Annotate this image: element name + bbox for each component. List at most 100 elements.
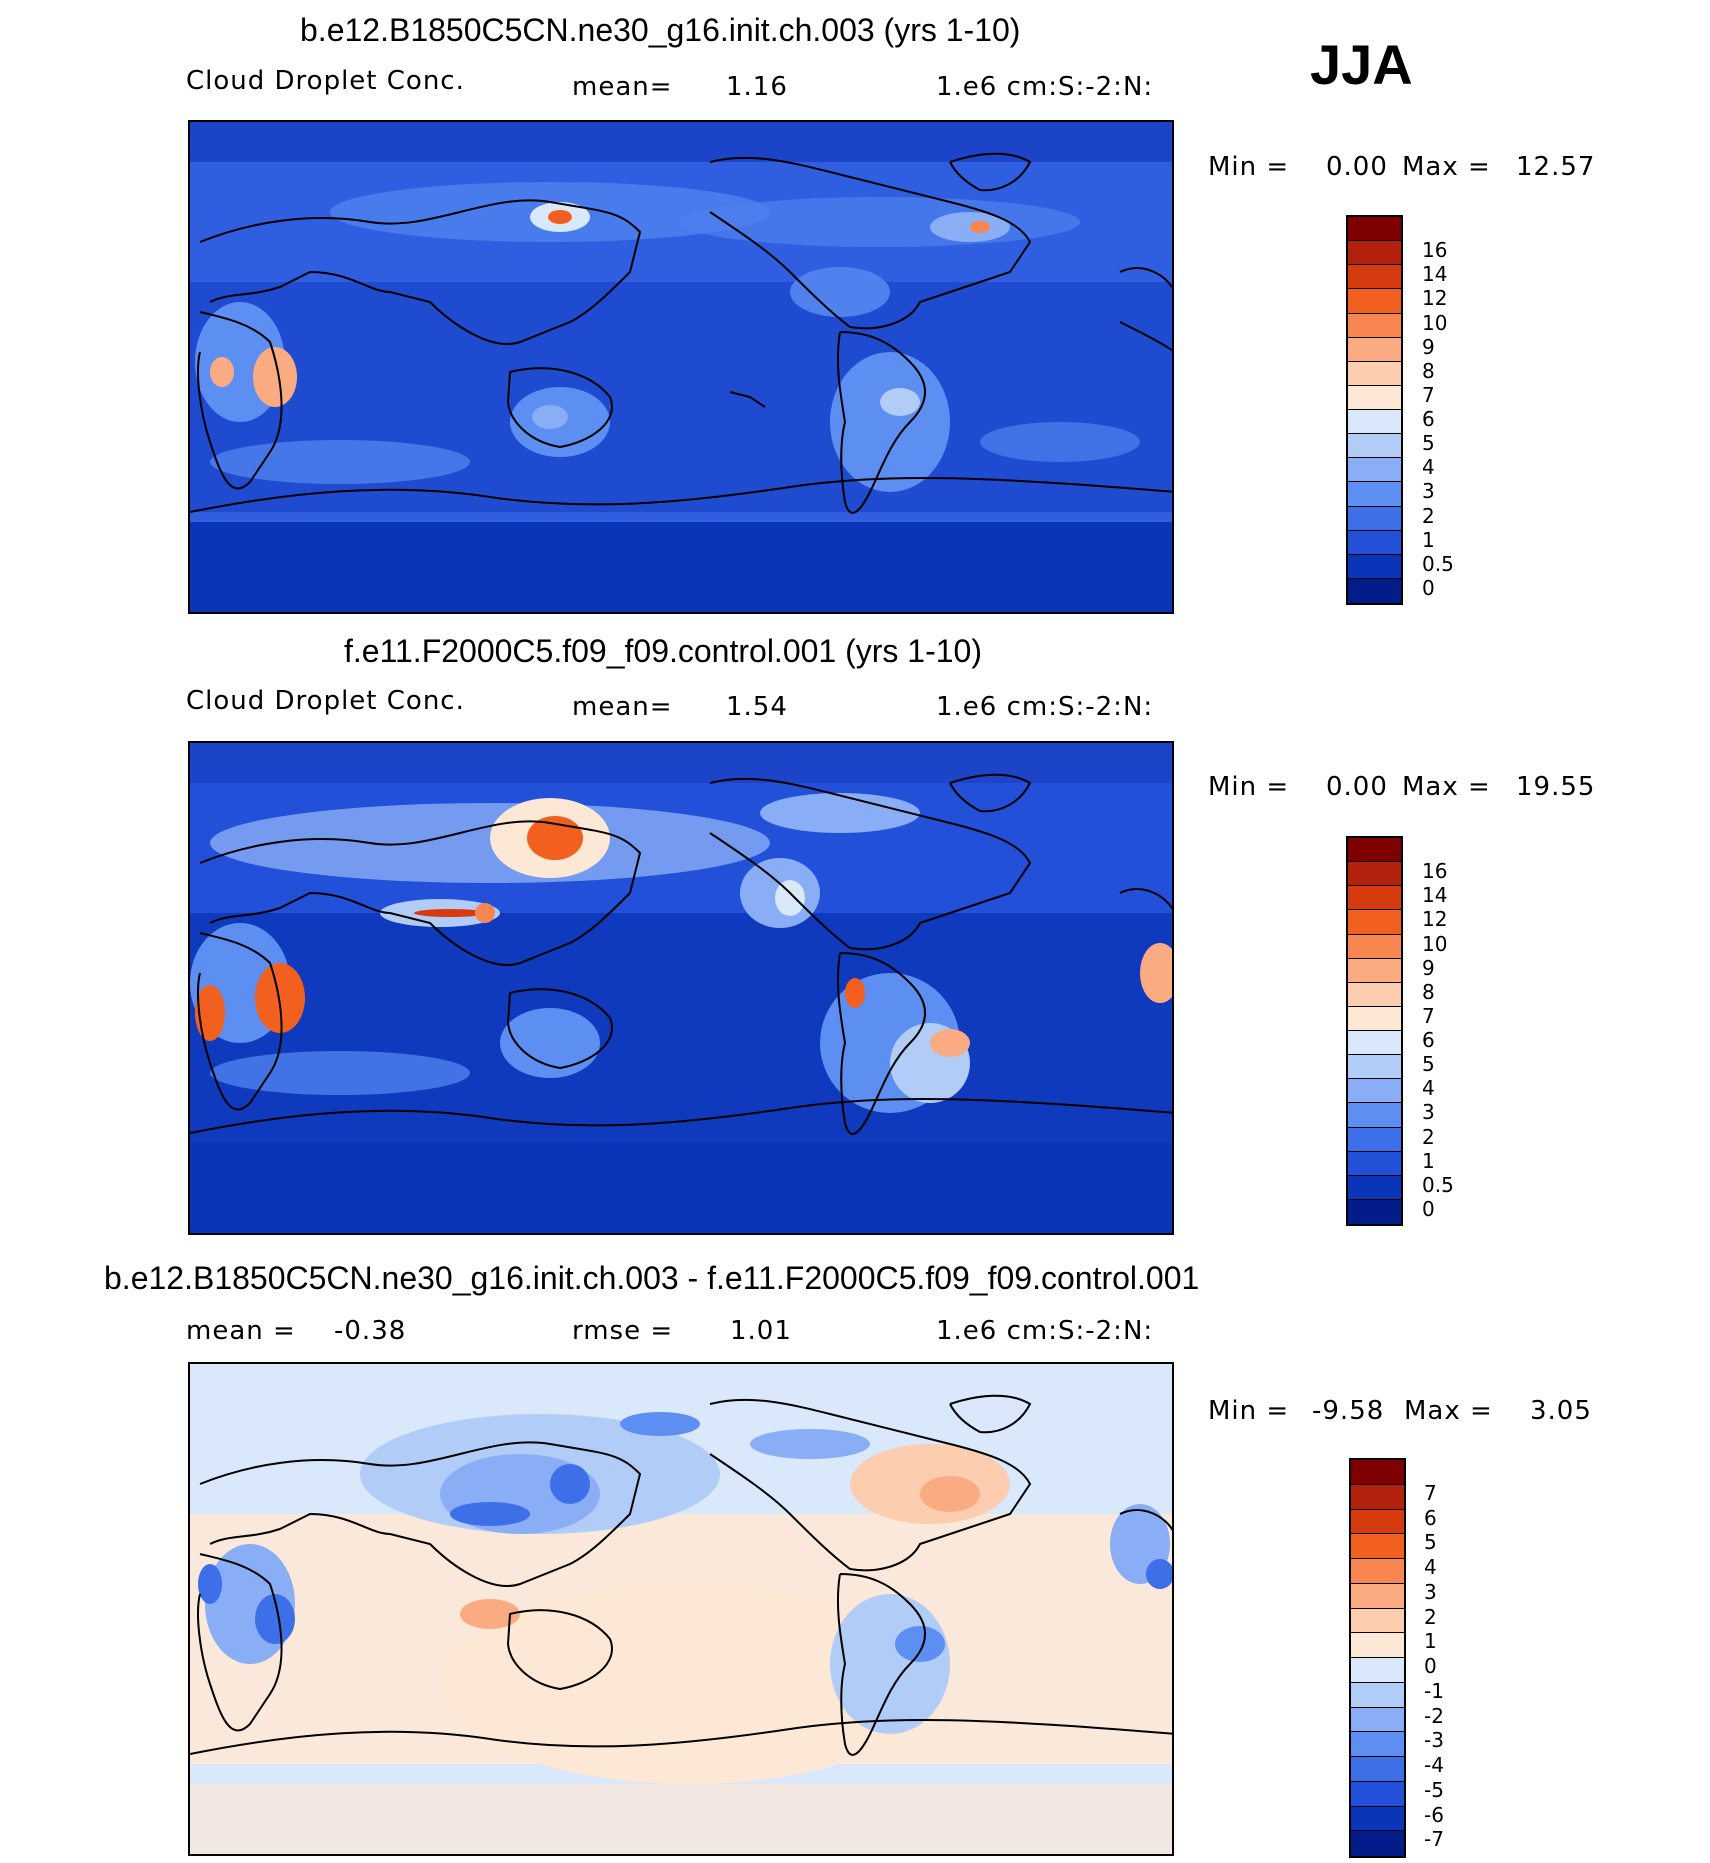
colorbar-segment (1348, 934, 1401, 959)
colorbar-label: 0 (1422, 1196, 1435, 1221)
panel-2-colorbar (1346, 836, 1403, 1226)
colorbar-label: 2 (1422, 503, 1435, 528)
colorbar-label: 7 (1422, 1003, 1435, 1028)
colorbar-segment (1348, 862, 1401, 887)
colorbar-label: 16 (1422, 238, 1448, 263)
panel-1-mean-value: 1.16 (726, 72, 788, 102)
colorbar-segment (1348, 982, 1401, 1007)
colorbar-label: 0.5 (1422, 551, 1454, 576)
panel-2-min-value: 0.00 (1326, 772, 1388, 802)
panel-1-variable-label: Cloud Droplet Conc. (186, 66, 465, 96)
colorbar-segment (1348, 838, 1401, 863)
colorbar-label: 3 (1422, 479, 1435, 504)
colorbar-segment (1351, 1633, 1404, 1658)
colorbar-label: 3 (1424, 1579, 1437, 1604)
colorbar-label: 2 (1422, 1124, 1435, 1149)
colorbar-label: 7 (1424, 1480, 1437, 1505)
panel-3-max-value: 3.05 (1530, 1396, 1592, 1426)
colorbar-segment (1348, 482, 1401, 507)
panel-2-title: f.e11.F2000C5.f09_f09.control.001 (yrs 1… (344, 633, 982, 669)
colorbar-segment (1351, 1781, 1404, 1807)
panel-2-variable-label: Cloud Droplet Conc. (186, 686, 465, 716)
colorbar-segment (1348, 265, 1401, 290)
panel-3-min-value: -9.58 (1312, 1396, 1385, 1426)
panel-3-mean-value: -0.38 (334, 1316, 407, 1346)
panel-2-map-field (190, 743, 1172, 1233)
panel-3-rmse-label: rmse = (572, 1316, 674, 1346)
colorbar-segment (1348, 1031, 1401, 1056)
colorbar-label: 16 (1422, 859, 1448, 884)
panel-2-mean-label: mean= (572, 692, 673, 722)
colorbar-label: 12 (1422, 286, 1448, 311)
colorbar-segment (1351, 1509, 1404, 1535)
panel-3-max-label: Max = (1404, 1396, 1493, 1426)
panel-1-min-value: 0.00 (1326, 152, 1388, 182)
colorbar-segment (1348, 886, 1401, 911)
colorbar-segment (1348, 289, 1401, 314)
colorbar-label: 0 (1424, 1654, 1437, 1678)
colorbar-label: 6 (1422, 407, 1435, 431)
colorbar-segment (1351, 1682, 1404, 1708)
panel-2-max-label: Max = (1402, 772, 1491, 802)
colorbar-label: -1 (1424, 1678, 1444, 1703)
colorbar-segment (1348, 1079, 1401, 1104)
panel-1-colorbar (1346, 215, 1403, 605)
season-label: JJA (1310, 33, 1413, 96)
colorbar-label: 1 (1424, 1629, 1437, 1654)
panel-1-max-label: Max = (1402, 152, 1491, 182)
colorbar-label: 12 (1422, 907, 1448, 932)
colorbar-label: -3 (1424, 1728, 1444, 1753)
panel-2-mean-value: 1.54 (726, 692, 788, 722)
panel-1-max-value: 12.57 (1516, 152, 1596, 182)
colorbar-segment (1348, 1127, 1401, 1152)
colorbar-segment (1351, 1757, 1404, 1782)
colorbar-segment (1348, 910, 1401, 935)
panel-3-title: b.e12.B1850C5CN.ne30_g16.init.ch.003 - f… (104, 1260, 1200, 1296)
colorbar-label: 5 (1422, 431, 1435, 456)
panel-2-colorbar-labels: 16 14 12 10 9 8 7 6 5 4 3 2 1 0.5 0 (1422, 847, 1482, 1221)
panel-1-map (188, 120, 1174, 614)
colorbar-segment (1351, 1658, 1404, 1683)
colorbar-label: 8 (1422, 979, 1435, 1004)
colorbar-segment (1348, 458, 1401, 483)
colorbar-segment (1348, 1103, 1401, 1128)
colorbar-segment (1348, 530, 1401, 555)
colorbar-label: 0 (1422, 575, 1435, 600)
colorbar-segment (1348, 1175, 1401, 1200)
colorbar-segment (1348, 337, 1401, 362)
panel-2-max-value: 19.55 (1516, 772, 1596, 802)
panel-1-mean-label: mean= (572, 72, 673, 102)
panel-2-min-label: Min = (1208, 772, 1290, 802)
colorbar-segment (1351, 1608, 1404, 1634)
panel-1-map-field (190, 122, 1172, 612)
colorbar-segment (1348, 578, 1401, 603)
panel-1-title: b.e12.B1850C5CN.ne30_g16.init.ch.003 (yr… (300, 12, 1021, 48)
colorbar-label: 5 (1424, 1530, 1437, 1555)
colorbar-segment (1348, 958, 1401, 983)
colorbar-label: -2 (1424, 1703, 1444, 1728)
colorbar-segment (1351, 1534, 1404, 1559)
panel-3-colorbar (1349, 1458, 1406, 1858)
panel-3-min-label: Min = (1208, 1396, 1290, 1426)
panel-1-colorbar-labels: 16 14 12 10 9 8 7 6 5 4 3 2 1 0.5 0 (1422, 226, 1482, 600)
panel-2-map (188, 741, 1174, 1235)
colorbar-label: -7 (1424, 1827, 1444, 1852)
colorbar-segment (1351, 1484, 1404, 1510)
colorbar-segment (1348, 1199, 1401, 1224)
colorbar-segment (1351, 1732, 1404, 1757)
colorbar-label: 9 (1422, 334, 1435, 359)
colorbar-label: 1 (1422, 1148, 1435, 1173)
colorbar-label: 4 (1422, 455, 1435, 480)
colorbar-label: 2 (1424, 1604, 1437, 1629)
colorbar-segment (1348, 506, 1401, 531)
colorbar-label: 10 (1422, 931, 1448, 956)
colorbar-label: 1 (1422, 527, 1435, 552)
panel-1-min-label: Min = (1208, 152, 1290, 182)
colorbar-segment (1348, 1006, 1401, 1031)
colorbar-label: 0.5 (1422, 1172, 1454, 1197)
colorbar-segment (1348, 1151, 1401, 1176)
colorbar-label: 6 (1422, 1028, 1435, 1052)
colorbar-segment (1348, 241, 1401, 266)
colorbar-segment (1351, 1831, 1404, 1856)
colorbar-label: 6 (1424, 1505, 1437, 1530)
